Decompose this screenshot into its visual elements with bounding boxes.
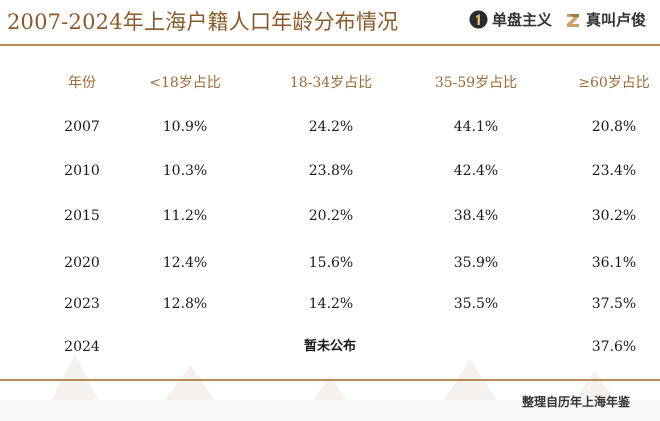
brand-label: 真叫卢俊	[586, 11, 647, 29]
column-header: ≥60岁占比	[578, 75, 650, 91]
table-row: 2024 暂未公布 37.6%	[0, 332, 660, 362]
table-cell: 12.8%	[162, 296, 208, 312]
table-cell: 20.2%	[308, 208, 354, 224]
page-title: 2007-2024年上海户籍人口年龄分布情况	[7, 10, 399, 34]
table-cell: 42.4%	[453, 163, 499, 179]
table-cell: 23.4%	[591, 163, 637, 179]
column-header: 年份	[68, 75, 96, 91]
one-circle-logo-icon	[469, 10, 488, 29]
table-cell: 36.1%	[591, 255, 637, 271]
table-row: 2015 11.2% 20.2% 38.4% 30.2%	[0, 201, 660, 231]
source-note: 整理自历年上海年鉴	[521, 395, 630, 409]
z-logo-icon	[563, 10, 582, 29]
background-watermark	[0, 355, 660, 421]
table-header-row: 年份 <18岁占比 18-34岁占比 35-59岁占比 ≥60岁占比	[0, 68, 660, 98]
table-cell: 12.4%	[162, 255, 208, 271]
column-header: 18-34岁占比	[289, 75, 373, 91]
table-cell: 44.1%	[453, 119, 499, 135]
table-cell: 20.8%	[591, 119, 637, 135]
table-row: 2010 10.3% 23.8% 42.4% 23.4%	[0, 156, 660, 186]
table-row: 2020 12.4% 15.6% 35.9% 36.1%	[0, 248, 660, 278]
column-header: <18岁占比	[149, 75, 221, 91]
footer-divider	[0, 379, 660, 381]
table-row: 2007 10.9% 24.2% 44.1% 20.8%	[0, 112, 660, 142]
table-cell: 2015	[64, 208, 100, 224]
brand-logo-dan-pan: 单盘主义	[469, 9, 552, 30]
table-cell: 23.8%	[308, 163, 354, 179]
table-cell: 15.6%	[308, 255, 354, 271]
column-header: 35-59岁占比	[434, 75, 518, 91]
header: 2007-2024年上海户籍人口年龄分布情况 单盘主义 真叫卢俊	[0, 0, 660, 44]
not-published-note: 暂未公布	[303, 339, 356, 354]
table-cell: 11.2%	[162, 208, 208, 224]
table-cell: 14.2%	[308, 296, 354, 312]
table-cell: 10.9%	[162, 119, 208, 135]
table-cell: 2023	[64, 296, 100, 312]
brand-label: 单盘主义	[492, 11, 553, 29]
table-cell: 37.5%	[591, 296, 637, 312]
table-cell: 24.2%	[308, 119, 354, 135]
table-cell: 35.5%	[453, 296, 499, 312]
table-cell: 10.3%	[162, 163, 208, 179]
table-cell: 2024	[64, 339, 100, 355]
table-cell: 37.6%	[591, 339, 637, 355]
brand-logo-zhen-jiao: 真叫卢俊	[563, 9, 646, 30]
header-divider	[0, 44, 660, 46]
table-cell: 30.2%	[591, 208, 637, 224]
table-cell: 2020	[64, 255, 100, 271]
table-cell: 2007	[64, 119, 100, 135]
table-cell: 2010	[64, 163, 100, 179]
table-row: 2023 12.8% 14.2% 35.5% 37.5%	[0, 289, 660, 319]
table-cell: 38.4%	[453, 208, 499, 224]
table-cell: 35.9%	[453, 255, 499, 271]
